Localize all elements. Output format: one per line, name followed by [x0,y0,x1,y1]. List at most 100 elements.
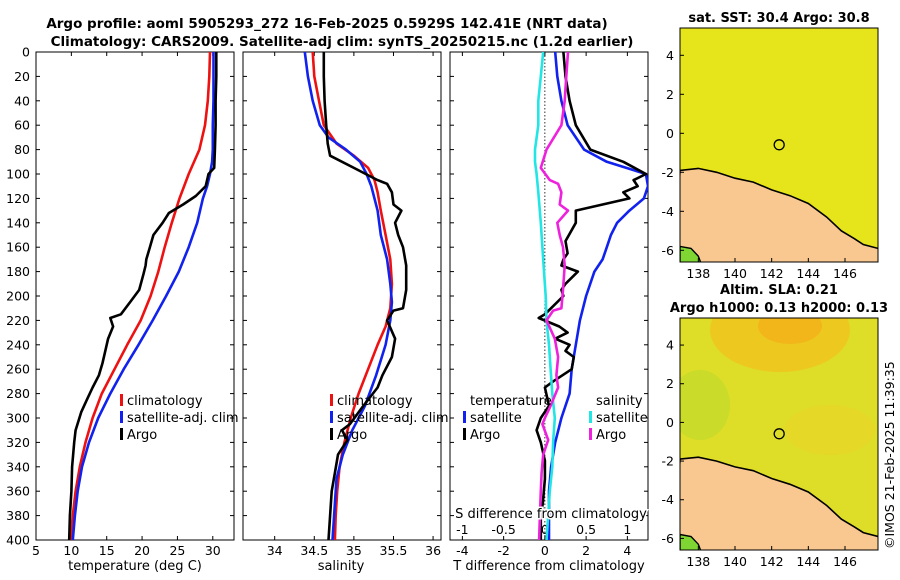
legend-swatch-satellite [330,411,333,423]
map-x-tick-label: 142 [760,266,784,281]
map-y-tick-label: -6 [662,243,675,258]
map-x-tick-label: 146 [833,554,857,569]
legend-label-argo: Argo [337,428,367,443]
y-tick-label: 360 [6,484,30,499]
sla-land-mass [680,456,878,550]
legend-title-salinity: salinity [596,394,643,409]
y-tick-label: 240 [6,337,30,352]
legend-swatch-climatology [120,394,123,406]
top-tick-label: -0.5 [491,522,515,537]
difference-xlabel: T difference from climatology [452,559,645,574]
legend-swatch-s-satellite [589,411,592,423]
y-tick-label: 120 [6,191,30,206]
series-line-climatology [69,52,212,540]
map-y-tick-label: -2 [662,454,674,469]
x-tick-label: 10 [63,543,79,558]
difference-top-xlabel: S difference from climatology [455,507,647,522]
y-tick-label: 340 [6,459,30,474]
difference-y-ticks [450,51,648,541]
legend-label-argo: Argo [127,428,157,443]
map-y-tick-label: -4 [662,204,675,219]
map-y-tick-label: 0 [666,126,674,141]
y-tick-label: 60 [14,118,30,133]
map-y-tick-label: 4 [666,338,674,353]
map-x-tick-label: 146 [833,266,857,281]
sst-land-island [680,245,702,262]
y-tick-label: 320 [6,435,30,450]
y-tick-label: 300 [6,411,30,426]
sst-map-box [679,27,879,263]
legend-swatch-argo [120,428,123,440]
sla-argo-position-marker [773,428,785,440]
x-tick-label: 35 [346,543,362,558]
imos-watermark: ©IMOS 21-Feb-2025 11:39:35 [882,361,897,549]
y-tick-label: 100 [6,167,30,182]
y-tick-label: 280 [6,386,30,401]
temperature-legend: climatology satellite-adj. clim Argo [120,394,239,443]
figure-title-line1: Argo profile: aoml 5905293_272 16-Feb-20… [46,16,607,32]
sla-map-subtitle: Argo h1000: 0.13 h2000: 0.13 [670,301,888,316]
map-y-tick-label: -2 [662,165,674,180]
temperature-series [67,52,218,540]
legend-label-t-satellite: satellite [470,411,522,426]
series-line-satellite-adj-clim [71,52,215,540]
map-y-tick-label: 4 [666,48,674,63]
x-tick-label: 15 [99,543,115,558]
map-y-tick-label: -6 [662,531,675,546]
difference-x-ticks: -4 -2 0 2 4 [456,52,631,558]
figure-title-line2: Climatology: CARS2009. Satellite-adj cli… [51,34,634,50]
y-tick-label: 180 [6,264,30,279]
series-line-s-argo [537,52,570,540]
top-tick-label: -1 [456,522,468,537]
salinity-panel: 34 34.5 35 35.5 36 salinity climatology sate… [242,51,449,574]
series-line-s-satellite [533,52,557,540]
map-x-tick-label: 138 [686,266,710,281]
legend-swatch-satellite [120,411,123,423]
x-tick-label: 34.5 [300,543,328,558]
top-tick-label: 0.5 [576,522,596,537]
x-tick-label: 35.5 [380,543,408,558]
y-tick-label: 20 [14,69,30,84]
map-x-tick-label: 144 [796,266,820,281]
difference-axes-box [449,51,649,541]
y-tick-label: 0 [22,45,30,60]
series-line-t-satellite [547,52,648,540]
salinity-axes-box [242,51,442,541]
y-tick-label: 380 [6,508,30,523]
y-tick-label: 260 [6,362,30,377]
map-x-tick-label: 144 [796,554,820,569]
y-tick-label: 140 [6,215,30,230]
map-y-tick-label: -4 [662,492,675,507]
map-y-tick-label: 0 [666,415,674,430]
sla-low-anomaly-west [680,370,730,440]
sla-map: Altim. SLA: 0.21 Argo h1000: 0.13 h2000:… [662,283,889,569]
difference-panel: -4 -2 0 2 4 -1 -0.5 0 0.5 1 T difference from cl… [449,51,649,574]
temperature-y-ticks: 0 20 40 60 80 100 120 140 160 180 200 220 240 260 280 3… [6,45,234,548]
series-line-argo [67,52,218,540]
y-tick-label: 80 [14,142,30,157]
legend-label-climatology: climatology [127,394,203,409]
x-tick-label: 20 [134,543,150,558]
legend-swatch-s-argo [589,428,592,440]
difference-series [533,52,648,540]
legend-label-satellite: satellite-adj. clim [337,411,449,426]
legend-swatch-t-satellite [463,411,466,423]
sla-high-anomaly-core [758,318,822,344]
y-tick-label: 40 [14,93,30,108]
x-tick-label: 5 [32,543,40,558]
sst-argo-position-marker [773,139,785,151]
x-tick-label: -4 [456,543,469,558]
salinity-series [303,52,408,540]
x-tick-label: 30 [205,543,221,558]
top-tick-label: 0 [541,522,549,537]
legend-swatch-climatology [330,394,333,406]
difference-top-ticks: -1 -0.5 0 0.5 1 [456,522,631,537]
map-x-tick-label: 138 [686,554,710,569]
difference-legend: temperature salinity satellite Argo sate… [463,394,648,443]
salinity-xlabel: salinity [318,559,365,574]
legend-swatch-t-argo [463,428,466,440]
sla-land-island [680,533,702,550]
salinity-x-ticks: 34 34.5 35 35.5 36 [267,52,441,558]
x-tick-label: 2 [582,543,590,558]
